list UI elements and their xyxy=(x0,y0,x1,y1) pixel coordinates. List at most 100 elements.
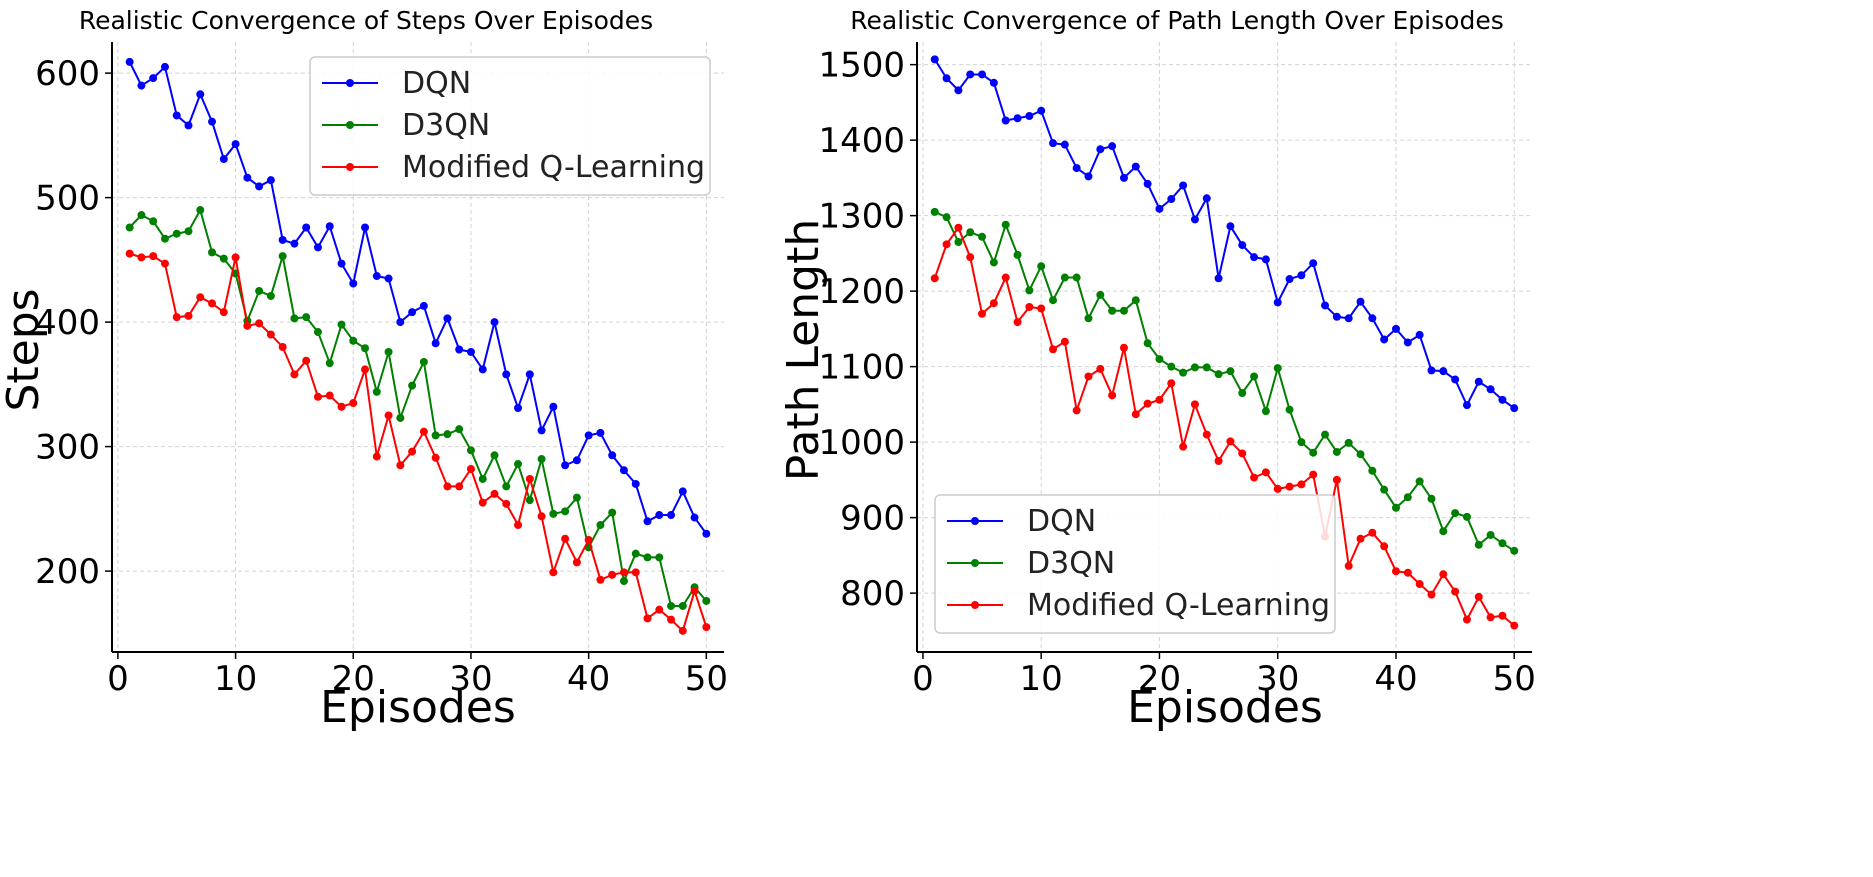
path-length-chart-d3qn-point xyxy=(1096,290,1105,299)
path-length-chart-x-tick-label: 30 xyxy=(1256,659,1299,699)
steps-chart-modified-q-learning-point xyxy=(702,623,711,632)
steps-chart-dqn-point xyxy=(125,57,134,66)
steps-chart-modified-q-learning-point xyxy=(419,427,428,436)
path-length-chart-d3qn-point xyxy=(1510,546,1519,555)
path-length-chart-d3qn-point xyxy=(1084,314,1093,323)
steps-chart-dqn-point xyxy=(313,243,322,252)
path-length-chart-dqn-point xyxy=(1439,367,1448,376)
steps-chart-modified-q-learning-point xyxy=(302,356,311,365)
path-length-chart-dqn-point xyxy=(1462,401,1471,410)
path-length-chart-d3qn-point xyxy=(1202,363,1211,372)
path-length-chart-y-tick-label: 1100 xyxy=(818,348,905,388)
steps-chart-modified-q-learning-point xyxy=(443,482,452,491)
path-length-chart-modified-q-learning-point xyxy=(1368,528,1377,537)
steps-chart-title: Realistic Convergence of Steps Over Epis… xyxy=(79,6,653,35)
steps-chart-d3qn-point xyxy=(655,553,664,562)
steps-chart-d3qn-point xyxy=(478,474,487,483)
path-length-chart-title: Realistic Convergence of Path Length Ove… xyxy=(850,6,1503,35)
path-length-chart-modified-q-learning-point xyxy=(1049,345,1058,354)
path-length-chart-dqn-point xyxy=(1415,330,1424,339)
path-length-chart-d3qn-point xyxy=(1486,530,1495,539)
path-length-chart-y-tick-label: 1200 xyxy=(818,272,905,312)
steps-chart-dqn-point xyxy=(172,111,181,120)
steps-chart-dqn-point xyxy=(431,339,440,348)
path-length-chart-d3qn-point xyxy=(966,228,975,237)
steps-chart-modified-q-learning-point xyxy=(478,498,487,507)
steps-chart-x-label: Episodes xyxy=(320,682,516,733)
steps-chart-modified-q-learning-point xyxy=(172,313,181,322)
steps-chart-dqn-point xyxy=(408,308,417,317)
path-length-chart-modified-q-learning-point xyxy=(1167,379,1176,388)
steps-chart-dqn-point xyxy=(549,402,558,411)
path-length-chart-legend-label-modified-q-learning: Modified Q-Learning xyxy=(1027,588,1330,623)
path-length-chart-dqn-point xyxy=(1190,215,1199,224)
path-length-chart-d3qn-point xyxy=(1238,389,1247,398)
steps-chart-d3qn-point xyxy=(255,286,264,295)
path-length-chart-dqn-line xyxy=(933,58,1515,409)
steps-chart-d3qn-point xyxy=(667,601,676,610)
path-length-chart-modified-q-learning-point xyxy=(1261,468,1270,477)
path-length-chart-d3qn-point xyxy=(1060,273,1069,282)
path-length-chart-d3qn-point xyxy=(1179,368,1188,377)
steps-chart-modified-q-learning-point xyxy=(361,365,370,374)
path-length-chart-modified-q-learning-point xyxy=(1510,621,1519,630)
steps-chart-modified-q-learning-point xyxy=(678,626,687,635)
steps-chart-dqn-point xyxy=(690,513,699,522)
steps-chart-dqn-point xyxy=(243,173,252,182)
steps-chart-d3qn-point xyxy=(596,521,605,530)
path-length-chart-dqn-point xyxy=(1380,335,1389,344)
path-length-chart-modified-q-learning-point xyxy=(1131,410,1140,419)
steps-chart-modified-q-learning-point xyxy=(655,605,664,614)
steps-chart-dqn-point xyxy=(160,62,169,71)
path-length-chart-dqn-point xyxy=(1143,179,1152,188)
path-length-chart-dqn-point xyxy=(1096,145,1105,154)
path-length-chart-dqn-point xyxy=(1167,195,1176,204)
path-length-chart-dqn-point xyxy=(1131,162,1140,171)
path-length-chart-dqn-point xyxy=(1309,259,1318,268)
steps-chart-d3qn-point xyxy=(172,229,181,238)
path-length-chart-modified-q-learning-point xyxy=(1025,302,1034,311)
steps-chart-d3qn-point xyxy=(337,320,346,329)
path-length-chart-modified-q-learning-point xyxy=(1498,611,1507,620)
steps-chart-dqn-point xyxy=(502,370,511,379)
path-length-chart-modified-q-learning-point xyxy=(1451,587,1460,596)
steps-chart-d3qn-point xyxy=(678,601,687,610)
path-length-chart-dqn-point xyxy=(1072,164,1081,173)
steps-chart-modified-q-learning-point xyxy=(184,311,193,320)
path-length-chart-d3qn-point xyxy=(1415,477,1424,486)
steps-chart-dqn-point xyxy=(608,451,617,460)
steps-chart-modified-q-learning-point xyxy=(208,299,217,308)
path-length-chart-dqn-point xyxy=(942,74,951,83)
steps-chart-d3qn-point xyxy=(419,357,428,366)
path-length-chart-modified-q-learning-point xyxy=(1037,304,1046,313)
path-length-chart-x-ticks: 0 10 20 30 40 50 xyxy=(912,652,1536,699)
path-length-chart-d3qn-point xyxy=(1309,448,1318,457)
steps-chart-d3qn-point xyxy=(384,347,393,356)
steps-chart-modified-q-learning-point xyxy=(196,293,205,302)
steps-chart-legend-entry-modified-q-learning: Modified Q-Learning xyxy=(322,150,705,185)
path-length-chart-modified-q-learning-point xyxy=(1391,567,1400,576)
path-length-chart-x-tick-label: 40 xyxy=(1374,659,1417,699)
path-length-chart-dqn-point xyxy=(1155,204,1164,213)
path-length-chart-dqn-point xyxy=(1001,116,1010,125)
path-length-chart-modified-q-learning-point xyxy=(966,253,975,262)
steps-chart-dqn-point xyxy=(325,222,334,231)
steps-chart-modified-q-learning-point xyxy=(243,321,252,330)
path-length-chart-modified-q-learning-point xyxy=(942,240,951,249)
steps-chart-modified-q-learning-point xyxy=(431,453,440,462)
path-length-chart-d3qn-point xyxy=(1474,540,1483,549)
path-length-chart-d3qn-point xyxy=(1155,355,1164,364)
steps-chart-modified-q-learning-point xyxy=(266,330,275,339)
path-length-chart-dqn-point xyxy=(1356,297,1365,306)
steps-chart-dqn-point xyxy=(231,140,240,149)
steps-chart-d3qn-point xyxy=(572,493,581,502)
path-length-chart-modified-q-learning-point xyxy=(1214,456,1223,465)
path-length-chart-dqn-point xyxy=(1250,253,1259,262)
path-length-chart-d3qn-point xyxy=(1025,286,1034,295)
path-length-chart-dqn-point xyxy=(1179,181,1188,190)
steps-chart-dqn-point xyxy=(667,511,676,520)
path-length-chart-d3qn-point xyxy=(978,232,987,241)
path-length-chart-modified-q-learning-point xyxy=(1486,613,1495,622)
steps-chart-d3qn-point xyxy=(408,381,417,390)
steps-chart-series xyxy=(125,57,711,635)
